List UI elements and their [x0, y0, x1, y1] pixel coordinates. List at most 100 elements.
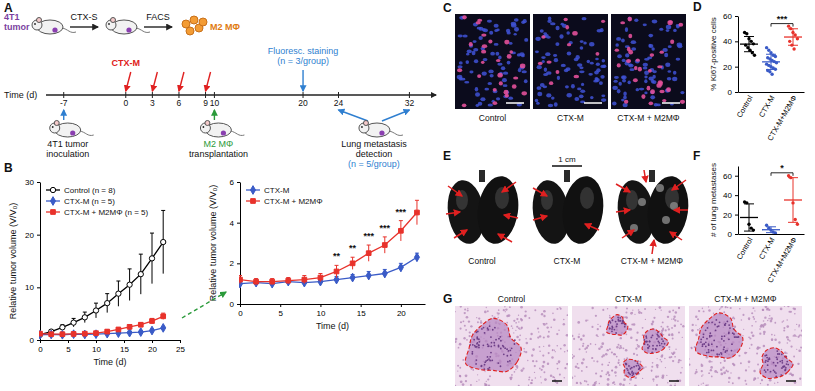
legend-marker: [251, 199, 256, 204]
legend-marker: [51, 210, 56, 215]
data-point: [415, 210, 420, 215]
lung-photos: ControlCTX-MCTX-M + M2MΦ1 cm: [444, 155, 693, 266]
mouse-icon: [32, 18, 76, 35]
data-point: [116, 291, 121, 296]
tick: 2: [230, 259, 240, 268]
data-point: [161, 314, 166, 319]
data-point: [138, 322, 143, 327]
data-point: [82, 315, 87, 320]
significance: **: [349, 243, 357, 253]
tick: CTX-M+M2MΦ: [765, 236, 798, 284]
error-bar: [270, 279, 274, 285]
label: CTX-M: [112, 58, 141, 68]
arrow: [670, 232, 682, 240]
tick-mark: [237, 223, 240, 224]
label: 1 cm: [558, 155, 576, 164]
tick-label: 4: [230, 219, 235, 228]
data-point: [745, 32, 748, 35]
tick-label: 10: [316, 309, 325, 318]
data-point: [774, 55, 777, 58]
tick-label: 20: [723, 211, 732, 220]
tick-label: 20: [148, 345, 157, 354]
axis-line: [40, 183, 41, 341]
error-bar: [415, 200, 419, 224]
panel-letter: C: [443, 1, 452, 15]
tick-mark: [237, 263, 240, 264]
error-bar: [105, 330, 109, 333]
error-bar: [415, 253, 419, 261]
error-bar: [367, 245, 371, 261]
data-point: [71, 320, 76, 325]
tick-label: Control: [735, 236, 755, 262]
tick-mark: [735, 16, 738, 17]
tick-label: 15: [120, 345, 129, 354]
tick-label: 0: [238, 309, 243, 318]
tick-mark: [37, 287, 40, 288]
timeline: [46, 94, 436, 95]
axis-title: Relative tumor volume (V/V₀): [8, 203, 18, 319]
arrow: [498, 234, 512, 242]
data-point: [105, 329, 110, 338]
data-point: [105, 300, 110, 305]
lung: [444, 170, 523, 246]
tick-mark: [152, 340, 153, 343]
tick: 0: [728, 88, 738, 97]
legend-marker: [50, 197, 55, 206]
tick-mark: [401, 304, 402, 307]
data-point: [788, 40, 791, 43]
significance: ***: [777, 14, 788, 24]
axis-line: [739, 234, 805, 235]
tick: 5: [278, 304, 283, 318]
arrow: [179, 72, 184, 91]
data-point: [753, 54, 756, 57]
y-axis: 0204060: [723, 167, 738, 240]
axis-title: Time (d): [93, 357, 126, 367]
data-point: [270, 279, 275, 284]
error-bar: [139, 254, 143, 294]
label: CTX-M: [554, 256, 581, 266]
tick-mark: [237, 182, 240, 183]
tick-label: 2: [230, 259, 235, 268]
tick-label: 5: [278, 309, 283, 318]
tick-label: 60: [723, 172, 732, 181]
label: CTX-M: [557, 113, 584, 123]
label: Fluoresc. staining: [268, 46, 339, 56]
data-point: [93, 330, 98, 339]
data-point: [366, 271, 371, 280]
legend: Control (n = 8)CTX-M (n = 5)CTX-M + M2MΦ…: [46, 186, 149, 217]
label: M2 MΦ: [204, 139, 234, 149]
tick-mark: [735, 41, 738, 42]
panel-letter: B: [4, 161, 13, 175]
tick: 10: [316, 304, 325, 318]
tick-mark: [320, 304, 321, 307]
arrow: [454, 230, 467, 238]
tick-label: 15: [357, 309, 366, 318]
dot-chart: 0204060ControlCTX-MCTX-M+M2MΦ# of lung m…: [709, 163, 805, 284]
arrow: [448, 186, 462, 196]
micrograph: [572, 306, 685, 386]
error-bar: [128, 269, 132, 301]
micrograph: [689, 306, 802, 386]
tick: 60: [723, 12, 738, 21]
tick-label: 10: [25, 283, 34, 292]
data-point: [770, 73, 773, 76]
dot-chart: 0204060ControlCTX-MCTX-M+M2MΦ% Ki67-posi…: [709, 12, 805, 142]
data-point: [60, 332, 65, 337]
error-bar: [788, 29, 798, 45]
tick: 60: [723, 172, 738, 181]
tick-label: 5: [66, 345, 71, 354]
arrow: [622, 230, 634, 238]
y-axis: 0102030: [25, 178, 40, 345]
label: Lung metastasis: [341, 139, 407, 149]
data-point: [82, 331, 87, 336]
tick-label: 0: [728, 88, 733, 97]
tick-mark: [735, 234, 738, 235]
tick-label: 20: [723, 63, 732, 72]
axis-title: Relative tumor volume (V/V₀): [208, 185, 218, 301]
tick-mark: [180, 340, 181, 343]
error-bar: [116, 328, 120, 331]
tick: Control: [735, 236, 755, 262]
data-point: [350, 273, 355, 282]
data-point: [138, 272, 143, 277]
data-point: [138, 328, 143, 337]
